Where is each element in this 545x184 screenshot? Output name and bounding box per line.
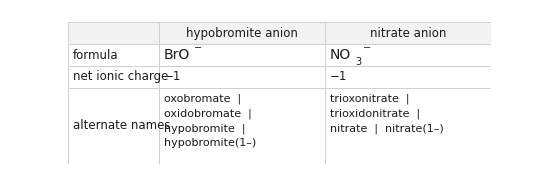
Bar <box>325 22 490 44</box>
Bar <box>68 44 159 66</box>
Bar <box>159 88 325 164</box>
Text: nitrate anion: nitrate anion <box>370 26 446 40</box>
Text: −1: −1 <box>330 70 347 84</box>
Text: −: − <box>363 43 371 53</box>
Text: oxobromate  |
oxidobromate  |
hypobromite  |
hypobromite(1–): oxobromate | oxidobromate | hypobromite … <box>164 94 256 148</box>
Bar <box>68 88 159 164</box>
Bar <box>159 44 325 66</box>
Text: 3: 3 <box>355 57 361 67</box>
Text: −: − <box>195 43 203 53</box>
Text: net ionic charge: net ionic charge <box>73 70 168 84</box>
Bar <box>68 66 159 88</box>
Text: formula: formula <box>73 49 119 61</box>
Bar <box>325 88 490 164</box>
Bar <box>325 44 490 66</box>
Text: trioxonitrate  |
trioxidonitrate  |
nitrate  |  nitrate(1–): trioxonitrate | trioxidonitrate | nitrat… <box>330 94 444 134</box>
Text: hypobromite anion: hypobromite anion <box>186 26 298 40</box>
Bar <box>159 22 325 44</box>
Bar <box>325 66 490 88</box>
Text: alternate names: alternate names <box>73 119 171 132</box>
Bar <box>68 22 159 44</box>
Text: NO: NO <box>330 48 351 62</box>
Text: BrO: BrO <box>164 48 190 62</box>
Text: −1: −1 <box>164 70 181 84</box>
Bar <box>159 66 325 88</box>
